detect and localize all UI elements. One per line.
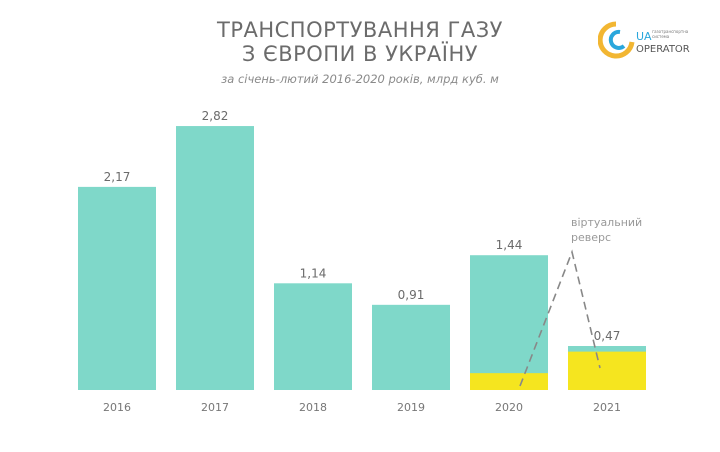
bar-2019	[372, 304, 450, 390]
x-tick-2019: 2019	[397, 401, 425, 414]
svg-text:UA: UA	[636, 30, 652, 43]
x-tick-2017: 2017	[201, 401, 229, 414]
x-tick-2020: 2020	[495, 401, 523, 414]
virtual-reverse-bar-2020	[470, 373, 548, 390]
x-tick-2016: 2016	[103, 401, 131, 414]
chart-title-line1: ТРАНСПОРТУВАННЯ ГАЗУ	[217, 18, 503, 42]
bar-2016	[78, 186, 156, 390]
value-label-2021: 0,47	[594, 329, 621, 343]
annotation-label-line1: віртуальний	[571, 216, 642, 229]
bar-2017	[176, 126, 254, 390]
ua-operator-logo: UA газотранспортна система OPERATOR	[598, 21, 690, 59]
value-label-2016: 2,17	[104, 170, 131, 184]
value-label-2018: 1,14	[300, 266, 327, 280]
chart-subtitle: за січень-лютий 2016-2020 років, млрд ку…	[221, 72, 499, 86]
x-tick-2018: 2018	[299, 401, 327, 414]
bar-2020	[470, 255, 548, 390]
annotation-dashed-line	[519, 249, 601, 387]
annotation-label-line2: реверс	[571, 231, 611, 244]
svg-text:OPERATOR: OPERATOR	[636, 44, 690, 55]
x-tick-2021: 2021	[593, 401, 621, 414]
value-label-2020: 1,44	[496, 238, 523, 252]
value-label-2019: 0,91	[398, 288, 425, 302]
virtual-reverse-bar-2021	[568, 351, 646, 390]
bar-2018	[274, 283, 352, 390]
svg-text:система: система	[652, 34, 670, 39]
value-label-2017: 2,82	[202, 109, 229, 123]
svg-text:газотранспортна: газотранспортна	[652, 29, 689, 34]
chart-title-line2: З ЄВРОПИ В УКРАЇНУ	[241, 42, 479, 66]
